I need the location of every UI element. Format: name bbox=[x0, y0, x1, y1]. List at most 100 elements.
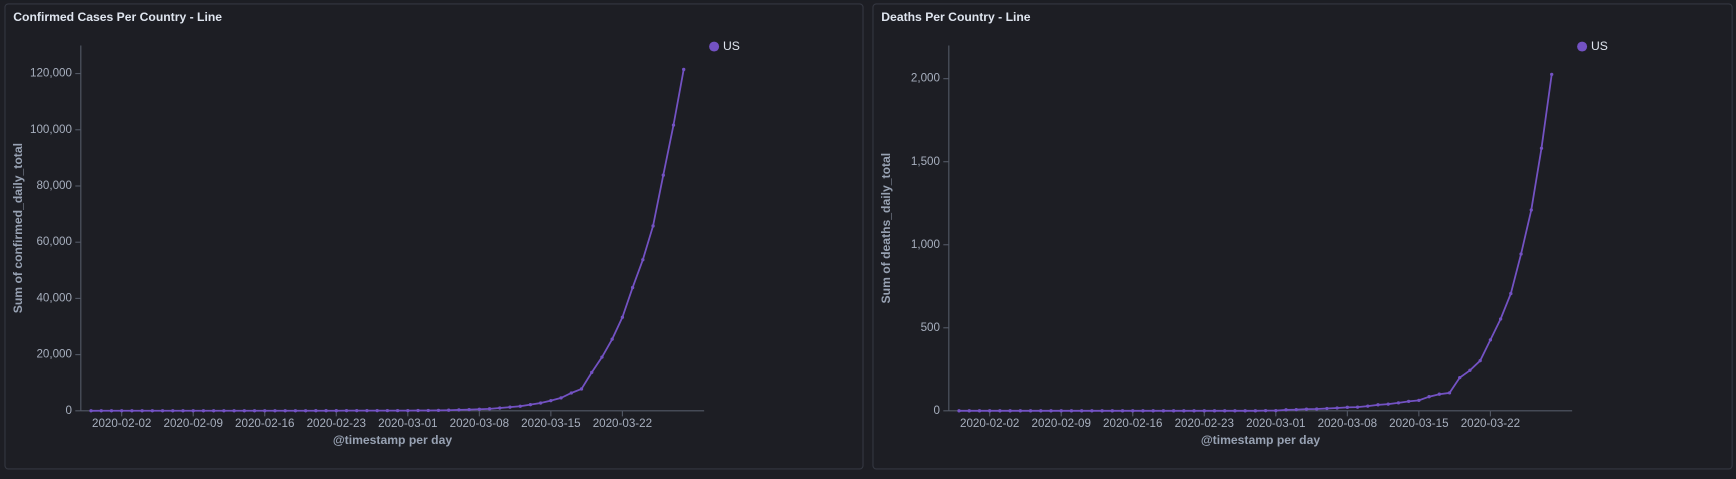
legend-swatch bbox=[709, 41, 720, 52]
data-point bbox=[1090, 409, 1094, 413]
x-tick-label: 2020-02-09 bbox=[1032, 417, 1091, 430]
data-point bbox=[191, 409, 195, 413]
data-point bbox=[1100, 409, 1104, 413]
data-point bbox=[1294, 407, 1298, 412]
data-point bbox=[1182, 409, 1186, 413]
data-point bbox=[130, 409, 134, 413]
data-point bbox=[977, 409, 982, 413]
x-tick-label: 2020-03-01 bbox=[1246, 417, 1305, 430]
data-point bbox=[1110, 409, 1114, 413]
panel-title: Confirmed Cases Per Country - Line bbox=[13, 10, 222, 24]
data-point bbox=[457, 408, 461, 412]
data-point bbox=[998, 409, 1002, 413]
data-point bbox=[344, 409, 349, 413]
data-point bbox=[549, 399, 553, 403]
panel-frame bbox=[872, 3, 1733, 470]
x-tick-label: 2020-02-16 bbox=[1103, 417, 1162, 430]
data-point bbox=[1243, 409, 1247, 413]
data-point bbox=[1386, 402, 1390, 406]
data-point bbox=[1253, 409, 1258, 413]
data-point bbox=[211, 409, 216, 413]
panel-title: Deaths Per Country - Line bbox=[881, 10, 1031, 24]
data-point bbox=[120, 409, 124, 413]
legend-label: US bbox=[723, 39, 740, 53]
x-tick-label: 2020-02-09 bbox=[164, 417, 223, 430]
data-point bbox=[988, 409, 992, 413]
y-tick-label: 100,000 bbox=[30, 123, 72, 136]
y-axis-title: Sum of confirmed_daily_total bbox=[11, 143, 25, 313]
x-tick-label: 2020-03-08 bbox=[1318, 417, 1377, 430]
data-point bbox=[1417, 398, 1421, 403]
y-tick-label: 1,000 bbox=[911, 238, 940, 251]
data-point bbox=[375, 408, 379, 413]
data-point bbox=[1325, 406, 1329, 411]
data-point bbox=[1550, 72, 1554, 77]
x-tick-label: 2020-03-01 bbox=[378, 417, 437, 430]
data-point bbox=[671, 123, 676, 127]
data-point bbox=[160, 409, 165, 413]
data-point bbox=[242, 409, 246, 413]
data-point bbox=[1192, 409, 1196, 413]
data-point bbox=[600, 355, 604, 359]
data-point bbox=[416, 408, 420, 413]
data-point bbox=[1396, 401, 1401, 405]
y-tick-label: 60,000 bbox=[36, 235, 72, 248]
data-point bbox=[559, 396, 563, 400]
data-point bbox=[314, 409, 318, 413]
data-point bbox=[1427, 395, 1431, 399]
data-point bbox=[150, 409, 155, 413]
data-point bbox=[1284, 408, 1288, 412]
data-point bbox=[1488, 338, 1493, 342]
legend-swatch bbox=[1577, 41, 1588, 52]
panel: Confirmed Cases Per Country - Line 0 20,00… bbox=[4, 3, 864, 470]
y-tick-label: 0 bbox=[933, 404, 939, 417]
x-tick-label: 2020-03-22 bbox=[1461, 417, 1520, 430]
data-point bbox=[1304, 407, 1309, 411]
data-point bbox=[1529, 208, 1533, 212]
x-tick-label: 2020-03-22 bbox=[593, 417, 652, 430]
data-point bbox=[967, 409, 971, 413]
x-axis-title: @timestamp per day bbox=[1201, 433, 1321, 447]
data-point bbox=[447, 408, 451, 412]
data-point bbox=[263, 409, 267, 413]
data-point bbox=[1233, 409, 1237, 413]
data-point bbox=[1498, 317, 1503, 321]
y-axis-title: Sum of deaths_daily_total bbox=[879, 153, 893, 304]
data-point bbox=[620, 315, 625, 319]
x-tick-label: 2020-02-23 bbox=[1175, 417, 1234, 430]
data-point bbox=[569, 391, 573, 395]
data-point bbox=[1028, 409, 1033, 413]
data-point bbox=[630, 285, 635, 290]
data-point bbox=[641, 258, 645, 262]
data-point bbox=[1161, 409, 1166, 413]
data-point bbox=[508, 405, 512, 409]
data-point bbox=[1406, 399, 1411, 404]
data-point bbox=[538, 401, 543, 405]
panel: Deaths Per Country - Line 0 500 1,000 1,500 2… bbox=[872, 3, 1733, 470]
data-point bbox=[171, 409, 175, 413]
data-point bbox=[355, 409, 359, 413]
data-point bbox=[1366, 404, 1370, 408]
x-tick-label: 2020-02-02 bbox=[92, 417, 151, 430]
data-point bbox=[89, 409, 93, 413]
y-tick-label: 20,000 bbox=[36, 348, 72, 361]
x-axis-title: @timestamp per day bbox=[333, 433, 453, 447]
y-tick-label: 500 bbox=[921, 321, 940, 334]
y-tick-label: 2,000 bbox=[911, 72, 940, 85]
data-point bbox=[1171, 409, 1176, 413]
data-point bbox=[1468, 368, 1472, 372]
y-tick-label: 0 bbox=[65, 404, 71, 417]
data-point bbox=[528, 403, 533, 407]
data-point bbox=[406, 408, 410, 413]
x-tick-label: 2020-03-15 bbox=[521, 417, 580, 430]
x-tick-label: 2020-02-16 bbox=[235, 417, 294, 430]
data-point bbox=[385, 408, 390, 413]
data-point bbox=[181, 409, 185, 413]
data-point bbox=[498, 406, 502, 410]
x-tick-label: 2020-03-15 bbox=[1389, 417, 1448, 430]
data-point bbox=[1355, 405, 1360, 409]
data-point bbox=[1509, 291, 1513, 296]
data-point bbox=[1008, 409, 1012, 413]
data-point bbox=[1079, 409, 1084, 413]
